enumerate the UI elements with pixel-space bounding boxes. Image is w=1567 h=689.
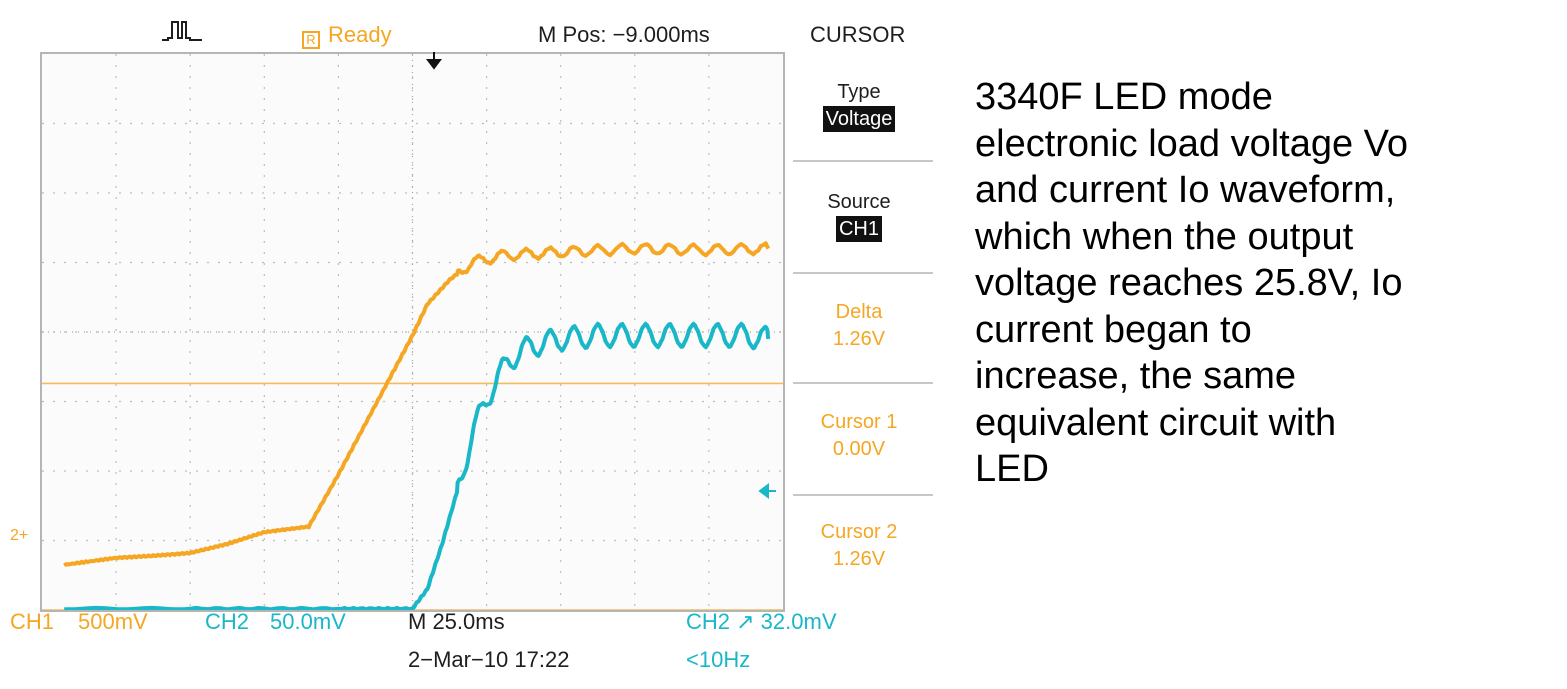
menu-cursor1-value: 0.00V bbox=[832, 438, 886, 460]
menu-source-value: CH1 bbox=[835, 216, 882, 242]
run-state-icon: R bbox=[302, 31, 320, 49]
ch2-trace bbox=[64, 321, 771, 610]
oscilloscope-screenshot: R Ready M Pos: −9.000ms CURSOR 2+ Type Vo… bbox=[10, 20, 935, 680]
menu-cursor2-label: Cursor 2 bbox=[820, 521, 898, 543]
pulse-trigger-icon bbox=[160, 16, 204, 54]
trigger-level-arrow-icon bbox=[758, 483, 778, 504]
menu-type-value: Voltage bbox=[822, 106, 896, 132]
menu-source-label: Source bbox=[827, 191, 891, 213]
menu-delta[interactable]: Delta 1.26V bbox=[783, 300, 935, 352]
menu-divider bbox=[793, 382, 933, 384]
menu-divider bbox=[793, 494, 933, 496]
menu-cursor2-value: 1.26V bbox=[832, 548, 886, 570]
ch2-label: CH2 bbox=[205, 609, 250, 634]
horizontal-position: M Pos: −9.000ms bbox=[538, 22, 710, 47]
menu-title: CURSOR bbox=[810, 22, 906, 47]
menu-cursor1[interactable]: Cursor 1 0.00V bbox=[783, 410, 935, 462]
ch1-scale: 500mV bbox=[78, 609, 148, 634]
run-state-label: Ready bbox=[328, 22, 392, 47]
menu-delta-label: Delta bbox=[835, 301, 883, 323]
menu-source[interactable]: Source CH1 bbox=[783, 190, 935, 242]
run-state: R Ready bbox=[302, 20, 392, 50]
timebase: M 25.0ms bbox=[408, 609, 505, 634]
menu-cursor2[interactable]: Cursor 2 1.26V bbox=[783, 520, 935, 572]
ch1-trace bbox=[63, 241, 771, 568]
menu-cursor1-label: Cursor 1 bbox=[820, 411, 898, 433]
caption-text: 3340F LED mode electronic load voltage V… bbox=[975, 76, 1409, 490]
frequency: <10Hz bbox=[686, 647, 751, 672]
ch2-scale: 50.0mV bbox=[270, 609, 346, 634]
cursor-menu: Type Voltage Source CH1 Delta 1.26V Curs… bbox=[783, 48, 935, 613]
waveform-svg bbox=[42, 54, 783, 610]
waveform-display bbox=[40, 52, 785, 612]
menu-divider bbox=[793, 160, 933, 162]
trigger-readout: CH2 ↗ 32.0mV bbox=[686, 609, 837, 634]
menu-delta-value: 1.26V bbox=[832, 328, 886, 350]
menu-type[interactable]: Type Voltage bbox=[783, 80, 935, 132]
date-time: 2−Mar−10 17:22 bbox=[408, 647, 570, 672]
menu-divider bbox=[793, 272, 933, 274]
trigger-position-arrow-icon bbox=[425, 52, 443, 75]
menu-type-label: Type bbox=[837, 81, 881, 103]
ch2-ground-marker: 2+ bbox=[10, 527, 29, 544]
ch1-label: CH1 bbox=[10, 609, 55, 634]
